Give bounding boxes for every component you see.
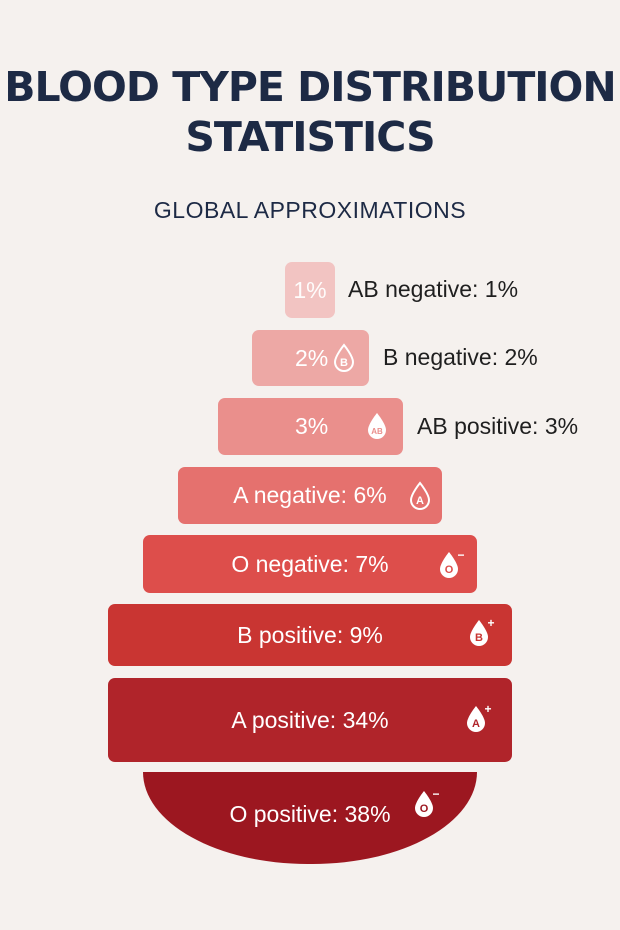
bar-label: A negative: 6%: [233, 482, 387, 508]
o-negative-icon: O −: [438, 548, 465, 578]
bar-o-negative: O negative: 7%: [143, 535, 477, 593]
a-negative-icon: A: [409, 481, 431, 510]
svg-text:−: −: [457, 548, 464, 562]
b-positive-icon: B +: [468, 616, 495, 646]
bar-label: O negative: 7%: [231, 550, 389, 577]
bar-o-positive: O positive: 38%: [143, 772, 477, 864]
bar-label: 2%: [295, 344, 329, 371]
svg-text:A: A: [416, 495, 424, 507]
bar-a-negative: A negative: 6%: [178, 467, 442, 524]
bar-outer-label: B negative: 2%: [383, 344, 538, 370]
chart-subtitle: GLOBAL APPROXIMATIONS: [153, 197, 467, 223]
svg-text:−: −: [432, 787, 439, 801]
bar-b-positive: B positive: 9%: [108, 604, 512, 666]
svg-text:AB: AB: [371, 427, 383, 436]
a-positive-icon: A +: [465, 702, 492, 732]
o-positive-icon: O −: [413, 787, 440, 817]
bar-ab-negative: 1%: [285, 262, 335, 318]
bar-label: A positive: 34%: [231, 706, 389, 733]
bar-b-negative: 2%: [252, 330, 369, 386]
bar-label: 1%: [293, 276, 327, 303]
svg-text:A: A: [472, 718, 480, 730]
bar-outer-label: AB positive: 3%: [417, 412, 579, 439]
bar-label: B positive: 9%: [237, 621, 383, 648]
svg-text:O: O: [445, 564, 454, 576]
bar-a-positive: A positive: 34%: [108, 678, 512, 762]
ab-positive-icon: AB: [366, 412, 388, 439]
svg-text:B: B: [475, 632, 483, 644]
title-line-2: STATISTICS: [185, 113, 435, 161]
bar-outer-label: AB negative: 1%: [348, 276, 519, 302]
bar-label: 3%: [295, 413, 329, 439]
bar-label: O positive: 38%: [229, 800, 391, 827]
b-negative-icon: B: [333, 343, 355, 372]
svg-text:O: O: [420, 803, 429, 815]
svg-text:B: B: [340, 357, 348, 369]
svg-text:+: +: [487, 616, 494, 630]
chart-title: BLOOD TYPE DISTRIBUTION STATISTICS: [0, 62, 620, 162]
title-line-1: BLOOD TYPE DISTRIBUTION: [4, 63, 616, 111]
svg-text:+: +: [484, 702, 491, 716]
